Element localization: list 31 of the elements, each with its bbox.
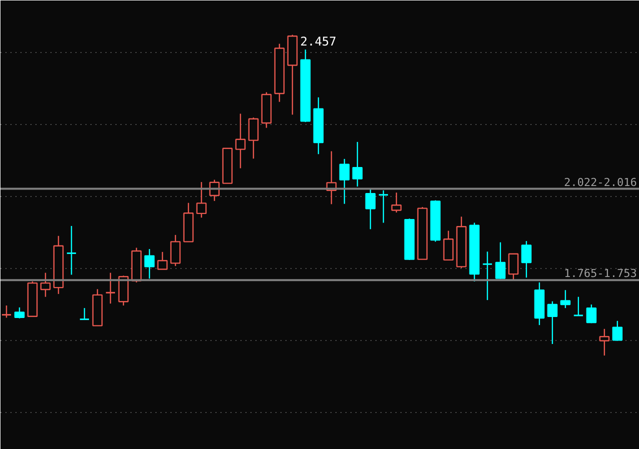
candlestick xyxy=(105,272,116,304)
candlestick xyxy=(599,328,610,356)
candlestick xyxy=(586,304,597,324)
candlestick xyxy=(339,158,350,204)
candlestick xyxy=(235,113,246,169)
candlestick xyxy=(560,290,571,309)
candlestick xyxy=(391,192,402,214)
candlestick xyxy=(157,251,168,270)
candlestick xyxy=(365,188,376,230)
candlestick xyxy=(144,248,155,280)
annotation: 1.765-1.753 xyxy=(564,267,637,280)
candlestick xyxy=(79,307,90,320)
candlestick xyxy=(196,181,207,218)
candlestick xyxy=(1,304,12,318)
candlestick xyxy=(508,252,519,282)
candlestick xyxy=(482,251,493,301)
candlestick xyxy=(521,240,532,278)
annotation: 2.022-2.016 xyxy=(564,176,637,189)
candlestick xyxy=(573,296,584,316)
candlestick xyxy=(495,242,506,280)
annotation: 2.457 xyxy=(300,34,336,48)
candlestick xyxy=(248,116,259,160)
candlestick xyxy=(352,141,363,188)
candlestick xyxy=(40,272,51,298)
candlestick xyxy=(170,234,181,267)
candlestick xyxy=(66,225,77,276)
candlestick xyxy=(378,190,389,224)
candlestick xyxy=(14,306,25,319)
candlestick xyxy=(547,300,558,345)
candlestick xyxy=(612,320,623,342)
candlestick xyxy=(443,230,454,261)
